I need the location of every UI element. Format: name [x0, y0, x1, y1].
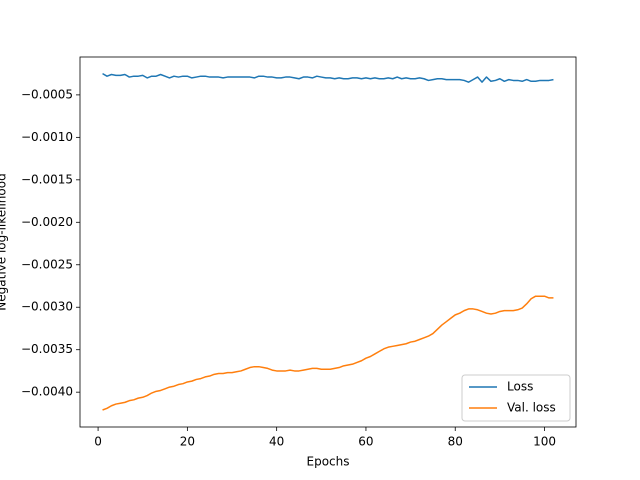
y-tick-label: −0.0015 — [21, 172, 73, 186]
x-tick-label: 80 — [448, 435, 463, 449]
y-tick-label: −0.0020 — [21, 215, 73, 229]
x-tick-label: 100 — [533, 435, 556, 449]
y-tick-label: −0.0030 — [21, 300, 73, 314]
legend-label: Val. loss — [507, 401, 556, 415]
x-tick-label: 0 — [94, 435, 102, 449]
x-tick-label: 60 — [358, 435, 373, 449]
plot-frame — [79, 56, 577, 428]
y-tick-label: −0.0010 — [21, 130, 73, 144]
x-axis-label: Epochs — [307, 455, 350, 469]
line — [102, 295, 554, 411]
line — [102, 72, 554, 83]
y-tick-label: −0.0040 — [21, 385, 73, 399]
y-tick-label: −0.0035 — [21, 342, 73, 356]
x-tick-label: 20 — [180, 435, 195, 449]
y-axis-label: Negative log-likelihood — [0, 173, 9, 310]
y-tick-label: −0.0025 — [21, 257, 73, 271]
x-tick-label: 40 — [269, 435, 284, 449]
legend-label: Loss — [507, 380, 533, 394]
y-tick-label: −0.0005 — [21, 87, 73, 101]
